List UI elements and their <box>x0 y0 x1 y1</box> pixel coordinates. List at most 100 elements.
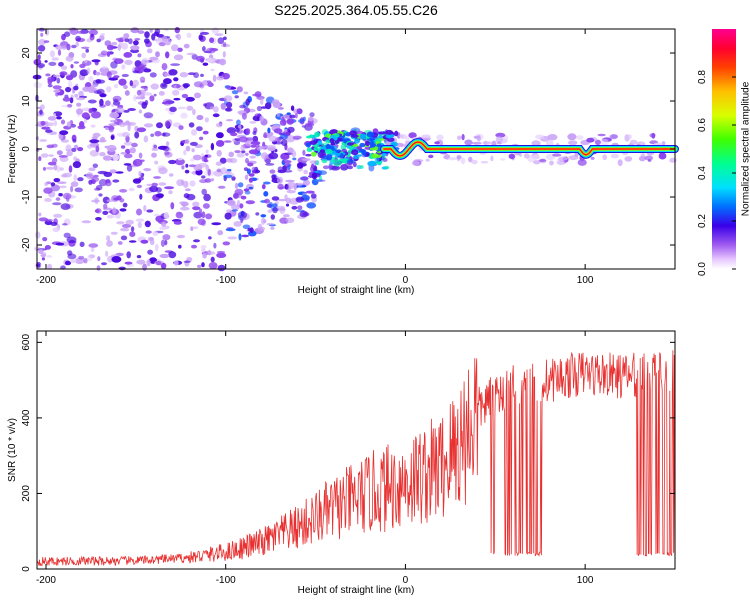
spectrogram-blob <box>161 35 168 43</box>
spectrogram-blob <box>376 143 382 148</box>
spectrogram-blob <box>286 190 296 194</box>
spectrogram-blob <box>90 124 96 128</box>
spectrogram-blob <box>617 159 623 167</box>
spectrogram-blob <box>225 119 234 122</box>
snr-x-tick-label: 100 <box>577 575 594 586</box>
spectrogram-blob <box>319 149 326 153</box>
spectrogram-blob <box>180 206 190 211</box>
spectrogram-blob <box>150 133 155 137</box>
spectrogram-blob <box>39 139 48 142</box>
spectrogram-blob <box>192 201 200 207</box>
spectrogram-y-tick-label: 20 <box>21 47 32 59</box>
spectrogram-blob <box>317 140 323 146</box>
spectrogram-blob <box>193 72 200 79</box>
spectrogram-blob <box>175 211 184 219</box>
spectrogram-blob <box>261 152 268 160</box>
spectrogram-blob <box>97 256 101 262</box>
spectrogram-blob <box>279 119 287 126</box>
spectrogram-blob <box>93 90 102 94</box>
spectrogram-blob <box>121 73 129 78</box>
spectrogram-blob <box>476 135 481 142</box>
spectrogram-blob <box>215 161 222 166</box>
spectrogram-blob <box>202 203 210 209</box>
spectrogram-blob <box>201 211 206 219</box>
spectrogram-blob <box>168 173 174 177</box>
spectrogram-blob <box>68 80 73 88</box>
spectrogram-blob <box>122 131 130 138</box>
spectrogram-blob <box>69 259 77 263</box>
spectrogram-blob <box>126 164 133 172</box>
spectrogram-blob <box>109 112 120 119</box>
spectrogram-blob <box>283 214 290 218</box>
spectrogram-blob <box>119 189 128 193</box>
spectrogram-blob <box>306 202 317 209</box>
spectrogram-blob <box>192 108 196 116</box>
spectrogram-blob <box>115 37 124 41</box>
colorbar-gradient <box>712 29 736 269</box>
spectrogram-blob <box>160 239 166 247</box>
spectrogram-blob <box>333 159 342 167</box>
spectrogram-blob <box>85 48 89 53</box>
spectrogram-blob <box>131 142 138 148</box>
spectrogram-blob <box>108 215 115 219</box>
spectrogram-blob <box>156 122 163 129</box>
spectrogram-blob <box>136 89 142 96</box>
spectrogram-blob <box>249 155 256 159</box>
spectrogram-blob <box>185 145 191 152</box>
spectrogram-blob <box>79 241 85 247</box>
spectrogram-blob <box>272 207 278 214</box>
spectrogram-blob <box>472 141 482 145</box>
spectrogram-blob <box>56 150 63 156</box>
spectrogram-blob <box>261 184 266 190</box>
spectrogram-blob <box>305 142 311 148</box>
spectrogram-blob <box>181 93 189 99</box>
spectrogram-blob <box>136 127 147 133</box>
spectrogram-blob <box>209 106 215 110</box>
spectrogram-blob <box>346 159 356 164</box>
spectrogram-blob <box>98 179 108 187</box>
spectrogram-blob <box>135 218 145 222</box>
spectrogram-blob <box>41 126 51 130</box>
spectrogram-blob <box>378 134 383 139</box>
spectrogram-blob <box>153 213 160 217</box>
spectrogram-blob <box>198 162 208 168</box>
spectrogram-blob <box>74 187 83 193</box>
spectrogram-blob <box>67 253 77 260</box>
spectrogram-blob <box>44 60 48 63</box>
spectrogram-blob <box>112 179 120 183</box>
spectrogram-blob <box>421 134 431 139</box>
spectrogram-blob <box>206 47 216 54</box>
spectrogram-blob <box>109 119 118 123</box>
spectrogram-blob <box>354 138 360 144</box>
spectrogram-blob <box>190 158 195 162</box>
spectrogram-blob <box>304 122 315 127</box>
spectrogram-blob <box>146 259 151 267</box>
spectrogram-blob <box>293 183 297 191</box>
spectrogram-blob <box>277 166 283 172</box>
spectrogram-blob <box>135 96 146 100</box>
spectrogram-blob <box>240 195 247 200</box>
spectrogram-blob <box>73 156 78 161</box>
spectrogram-blob <box>105 100 111 107</box>
spectrogram-blob <box>211 222 222 226</box>
spectrogram-blob <box>169 106 177 113</box>
spectrogram-blob <box>552 153 562 157</box>
spectrogram-blob <box>62 97 71 102</box>
spectrogram-blob <box>123 33 130 39</box>
spectrogram-blob <box>285 217 295 224</box>
snr-x-tick-label: 0 <box>403 575 409 586</box>
spectrogram-blob <box>38 217 48 222</box>
spectrogram-blob <box>265 102 272 110</box>
spectrogram-blob <box>238 233 242 241</box>
spectrogram-blob <box>69 97 74 104</box>
spectrogram-blob <box>278 186 285 190</box>
spectrogram-blob <box>127 108 136 111</box>
spectrogram-blob <box>597 133 606 137</box>
spectrogram-blob <box>60 119 66 125</box>
spectrogram-blob <box>112 95 122 102</box>
spectrogram-blob <box>99 152 106 157</box>
spectrogram-blob <box>351 149 359 156</box>
spectrogram-blob <box>226 209 233 214</box>
spectrogram-blob <box>49 50 56 58</box>
spectrogram-blob <box>50 182 56 187</box>
